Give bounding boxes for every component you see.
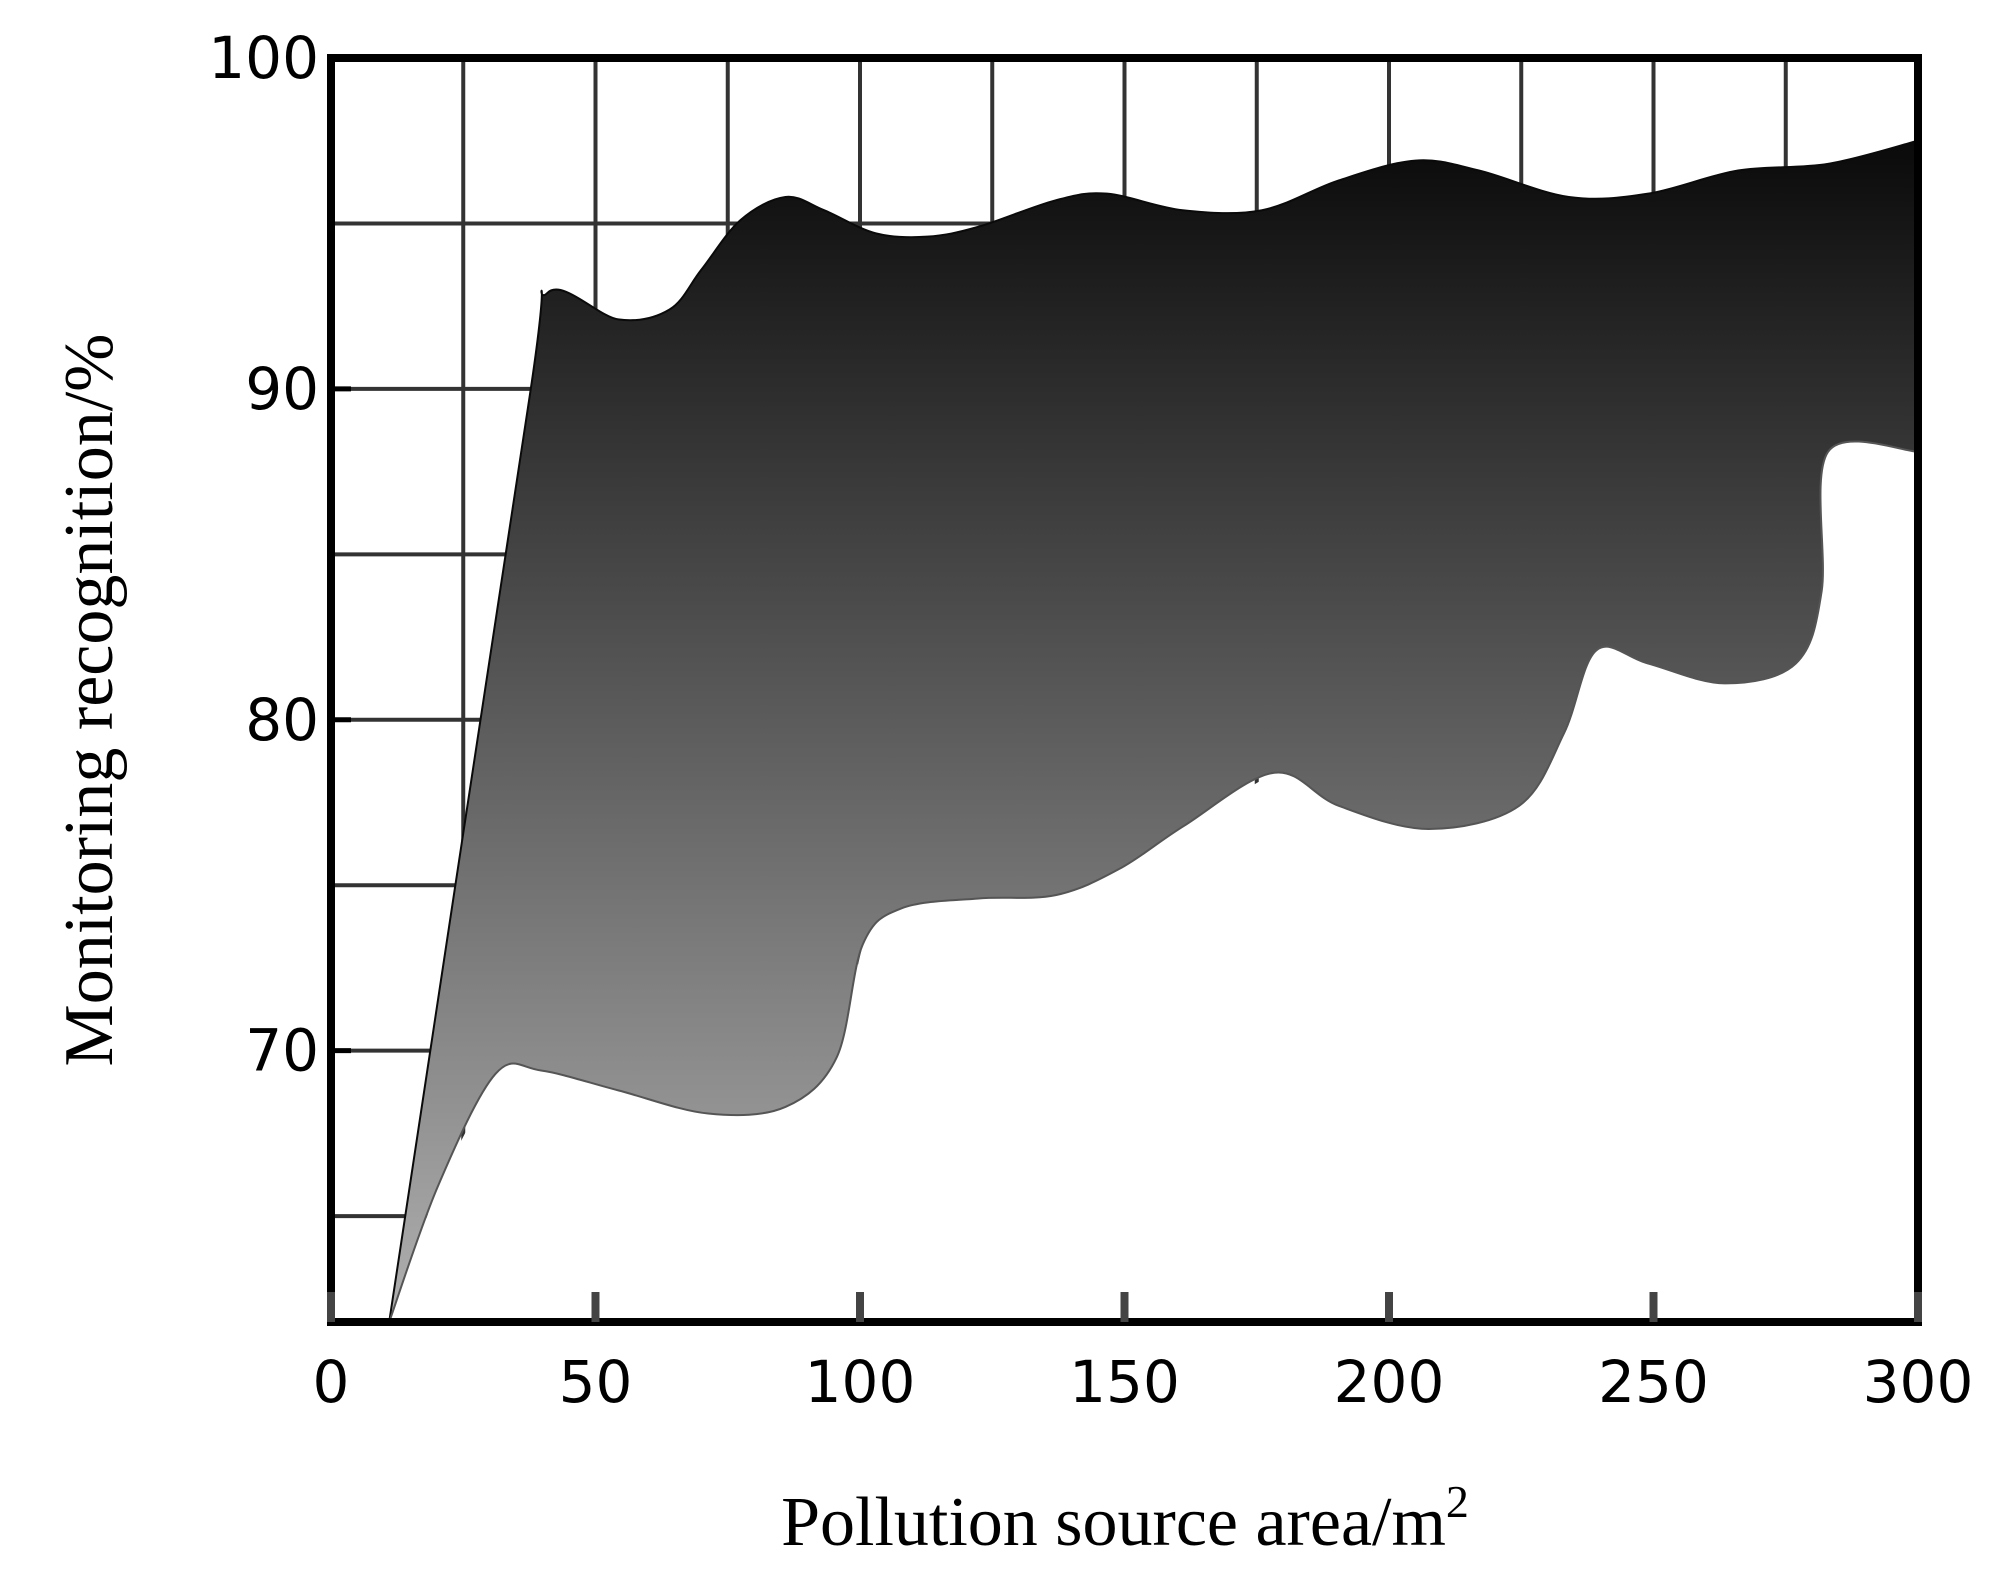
x-axis-title-sup: 2 xyxy=(1446,1476,1469,1527)
axes: 70 80 90 100 0 50 100 150 200 250 300 xyxy=(208,24,1973,1416)
x-tick-label: 300 xyxy=(1863,1348,1974,1416)
band-area xyxy=(389,140,1919,1322)
x-axis-title: Pollution source area/m2 xyxy=(781,1476,1469,1561)
y-tick-label: 100 xyxy=(208,24,319,92)
y-tick-label: 90 xyxy=(245,355,319,423)
y-tick-label: 80 xyxy=(245,686,319,754)
lower-line xyxy=(388,440,1919,1323)
x-tick-label: 200 xyxy=(1334,1348,1445,1416)
y-axis-title: Monitoring recognition/% xyxy=(51,334,128,1067)
x-tick-label: 250 xyxy=(1598,1348,1709,1416)
x-tick-label: 100 xyxy=(805,1348,916,1416)
upper-line xyxy=(388,139,1919,1323)
x-tick-label: 0 xyxy=(313,1348,350,1416)
x-axis-title-text: Pollution source area/m xyxy=(781,1484,1446,1561)
band-layer xyxy=(388,139,1919,1323)
x-tick-label: 50 xyxy=(559,1348,633,1416)
y-tick-label: 70 xyxy=(245,1017,319,1085)
x-tick-label: 150 xyxy=(1069,1348,1180,1416)
